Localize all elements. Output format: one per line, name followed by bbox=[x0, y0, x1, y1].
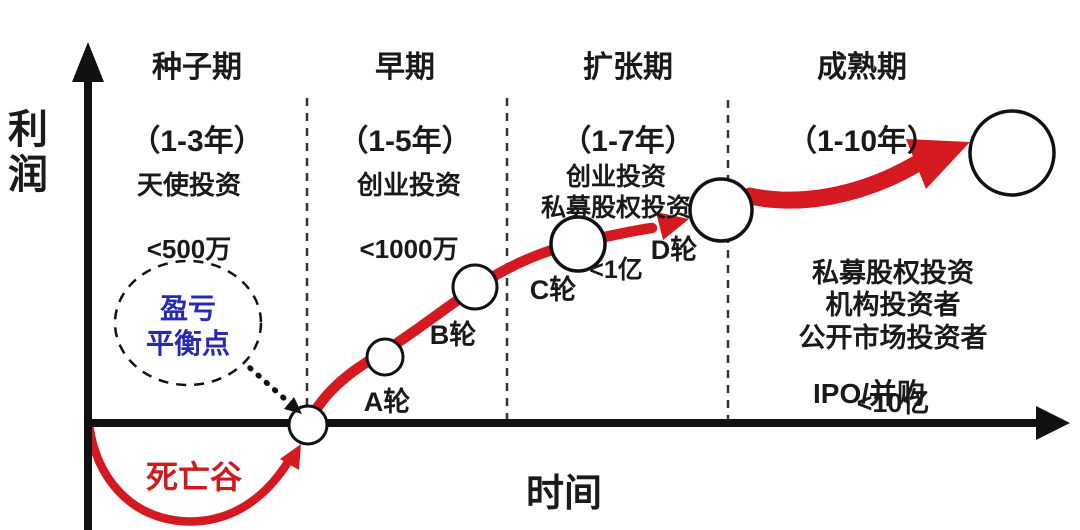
stage-name: 扩张期 bbox=[583, 51, 673, 84]
funding-amount: <10亿 bbox=[856, 387, 930, 418]
round-c-circle bbox=[549, 215, 607, 273]
funding-amount: <1亿 bbox=[589, 256, 643, 284]
stage-years: （1-5年） bbox=[338, 125, 472, 158]
stage-header-early: 早期 （1-5年） bbox=[255, 12, 555, 160]
maturity-arrowhead-icon bbox=[906, 139, 970, 189]
death-valley-label: 死亡谷 bbox=[145, 459, 242, 495]
growth-curve-arrowhead-icon bbox=[656, 212, 689, 240]
round-b-circle bbox=[451, 263, 499, 311]
x-axis-label: 时间 bbox=[525, 473, 602, 515]
maturity-circle bbox=[968, 109, 1056, 197]
funding-investors: 创业投资 bbox=[356, 170, 461, 200]
death-valley-curve bbox=[84, 419, 293, 526]
maturity-arrow-shaft bbox=[741, 154, 927, 209]
funding-seed: 天使投资 <500万 bbox=[39, 137, 339, 265]
stage-header-mature: 成熟期 （1-10年） bbox=[712, 12, 1012, 160]
stage-name: 成熟期 bbox=[817, 51, 907, 84]
round-b-label: B轮 bbox=[429, 320, 477, 350]
stage-name: 早期 bbox=[375, 51, 435, 84]
stage-years: （1-7年） bbox=[561, 125, 695, 158]
stage-header-seed: 种子期 （1-3年） bbox=[47, 12, 347, 160]
exit-label: IPO/并购 bbox=[812, 378, 925, 409]
funding-amount: <1000万 bbox=[359, 234, 459, 264]
round-c-label: C轮 bbox=[529, 275, 577, 305]
round-d-label: D轮 bbox=[650, 235, 698, 265]
break-even-circle bbox=[287, 404, 329, 446]
y-axis-label: 利 润 bbox=[8, 108, 48, 197]
break-even-ellipse bbox=[113, 259, 263, 387]
funding-amount: <500万 bbox=[146, 234, 232, 264]
break-even-pointer bbox=[247, 365, 289, 403]
break-even-pointer-arrowhead-icon bbox=[284, 397, 302, 414]
stage-years: （1-3年） bbox=[130, 125, 264, 158]
death-valley-arrowhead-icon bbox=[280, 444, 301, 470]
x-axis-arrowhead-icon bbox=[1036, 406, 1070, 440]
stage-name: 种子期 bbox=[152, 51, 242, 84]
y-axis-arrowhead-icon bbox=[72, 42, 104, 82]
funding-investors: 创业投资 私募股权投资 bbox=[540, 163, 691, 222]
round-a-circle bbox=[365, 337, 405, 377]
funding-investors: 私募股权投资 机构投资者 公开市场投资者 bbox=[798, 257, 988, 353]
funding-mature: 私募股权投资 机构投资者 公开市场投资者 <10亿 bbox=[743, 224, 1043, 419]
stage-years: （1-10年） bbox=[786, 125, 938, 158]
funding-investors: 天使投资 bbox=[136, 170, 241, 200]
funding-expansion: 创业投资 私募股权投资 <1亿 bbox=[466, 131, 766, 286]
break-even-label: 盈亏 平衡点 bbox=[145, 293, 230, 359]
funding-early: 创业投资 <1000万 bbox=[259, 137, 559, 265]
round-d-circle bbox=[688, 177, 754, 243]
stage-header-expansion: 扩张期 （1-7年） bbox=[478, 12, 778, 160]
round-a-label: A轮 bbox=[363, 387, 411, 417]
